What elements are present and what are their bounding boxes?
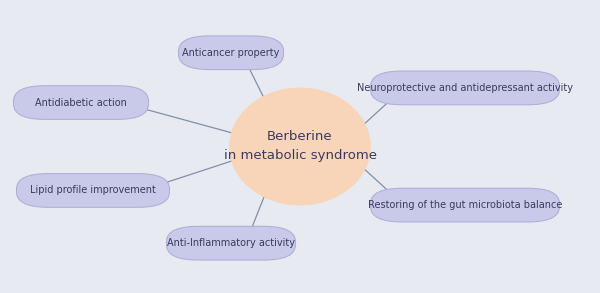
FancyBboxPatch shape (371, 188, 560, 222)
FancyBboxPatch shape (371, 71, 560, 105)
Text: Antidiabetic action: Antidiabetic action (35, 98, 127, 108)
Text: Neuroprotective and antidepressant activity: Neuroprotective and antidepressant activ… (357, 83, 573, 93)
Text: Anticancer property: Anticancer property (182, 48, 280, 58)
Text: Restoring of the gut microbiota balance: Restoring of the gut microbiota balance (368, 200, 562, 210)
Text: Lipid profile improvement: Lipid profile improvement (30, 185, 156, 195)
FancyBboxPatch shape (16, 173, 169, 207)
FancyBboxPatch shape (14, 86, 149, 120)
FancyBboxPatch shape (179, 36, 284, 70)
Text: Anti-Inflammatory activity: Anti-Inflammatory activity (167, 238, 295, 248)
Text: Berberine
in metabolic syndrome: Berberine in metabolic syndrome (223, 130, 377, 163)
Ellipse shape (229, 88, 371, 205)
FancyBboxPatch shape (167, 226, 296, 260)
